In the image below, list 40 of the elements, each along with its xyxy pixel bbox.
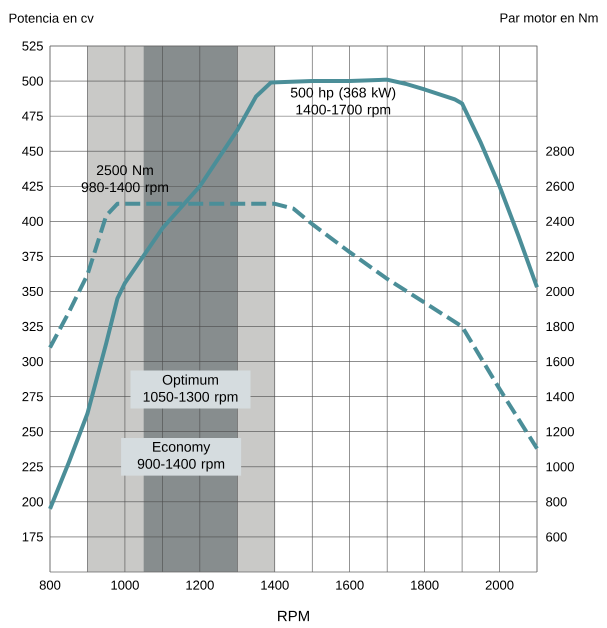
y2-tick-label: 1000 <box>546 462 574 472</box>
y2-tick-label: 1600 <box>546 356 574 366</box>
y-tick-label: 275 <box>22 392 43 402</box>
band-label: Economy 900-1400 rpm <box>138 442 224 472</box>
y2-tick-label: 600 <box>546 532 567 542</box>
y-tick-label: 250 <box>22 427 43 436</box>
y-tick-label: 175 <box>22 532 43 542</box>
y-tick-label: 300 <box>22 356 43 366</box>
y-tick-label: 425 <box>22 182 43 191</box>
y2-tick-label: 1400 <box>546 392 574 402</box>
x-tick-label: 1600 <box>336 580 364 590</box>
y-tick-label: 450 <box>22 146 43 156</box>
y2-axis-title: Par motor en Nm <box>500 13 598 23</box>
y-tick-label: 350 <box>22 286 43 296</box>
band-label: Optimum 1050-1300 rpm <box>144 374 238 405</box>
y-axis-title: Potencia en cv <box>10 13 94 23</box>
y2-tick-label: 2800 <box>546 146 574 156</box>
y-tick-label: 225 <box>22 462 43 472</box>
y2-tick-label: 1800 <box>546 322 574 332</box>
y-tick-label: 500 <box>22 76 43 86</box>
x-axis-title: RPM <box>278 610 309 622</box>
y2-tick-label: 2200 <box>546 252 574 261</box>
x-tick-label: 1000 <box>111 580 139 590</box>
y2-tick-label: 2400 <box>546 216 574 226</box>
x-tick-label: 1400 <box>261 580 289 590</box>
y-tick-label: 325 <box>22 322 43 332</box>
y2-tick-label: 2000 <box>546 286 574 296</box>
y2-tick-label: 1200 <box>546 427 574 436</box>
y-tick-label: 475 <box>22 112 43 121</box>
y2-tick-label: 800 <box>546 497 567 506</box>
x-tick-label: 2000 <box>486 580 514 590</box>
y-tick-label: 525 <box>22 41 43 51</box>
x-tick-label: 1800 <box>411 580 439 590</box>
y2-tick-label: 2600 <box>546 182 574 191</box>
line-series <box>48 78 540 511</box>
y-tick-label: 375 <box>22 252 43 261</box>
x-tick-label: 1200 <box>186 580 214 590</box>
x-tick-label: 800 <box>40 580 60 590</box>
y-tick-label: 200 <box>22 497 43 506</box>
y-tick-label: 400 <box>22 216 43 226</box>
